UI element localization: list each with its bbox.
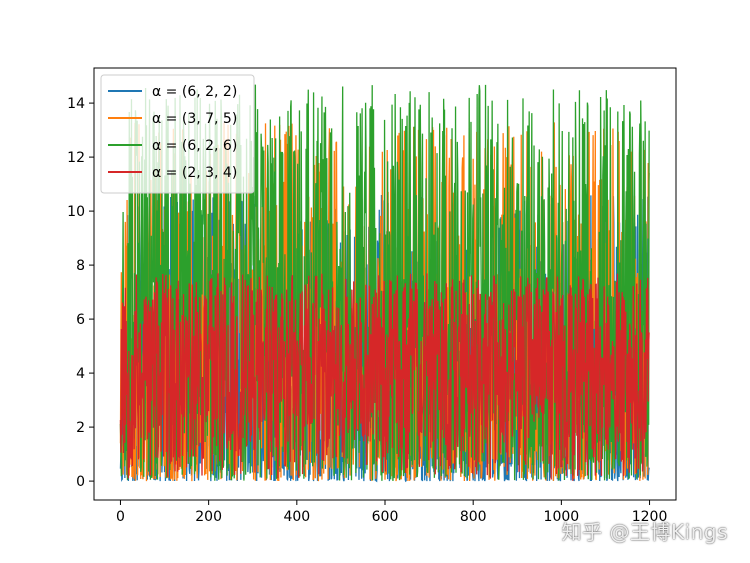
legend-box [100,74,255,194]
x-tick-label: 1200 [632,509,668,525]
x-tick-label: 600 [372,509,399,525]
x-tick-label: 0 [116,509,125,525]
y-tick-label: 8 [76,258,85,274]
legend-label: α = (6, 2, 6) [152,138,237,154]
legend-label: α = (6, 2, 2) [152,84,237,100]
y-tick-label: 6 [76,312,85,328]
y-tick-label: 2 [76,420,85,436]
legend-label: α = (2, 3, 4) [152,165,237,181]
y-tick-label: 0 [76,474,85,490]
y-tick-label: 12 [67,150,85,166]
y-tick-label: 10 [67,204,85,220]
y-tick-label: 14 [67,96,85,112]
x-tick-label: 800 [460,509,487,525]
series-line [119,273,650,481]
x-tick-label: 400 [283,509,310,525]
watermark: 知乎 @王博Kings [561,520,728,544]
x-tick-label: 1000 [544,509,580,525]
y-tick-label: 4 [76,366,85,382]
x-tick-label: 200 [195,509,222,525]
legend-label: α = (3, 7, 5) [152,111,237,127]
